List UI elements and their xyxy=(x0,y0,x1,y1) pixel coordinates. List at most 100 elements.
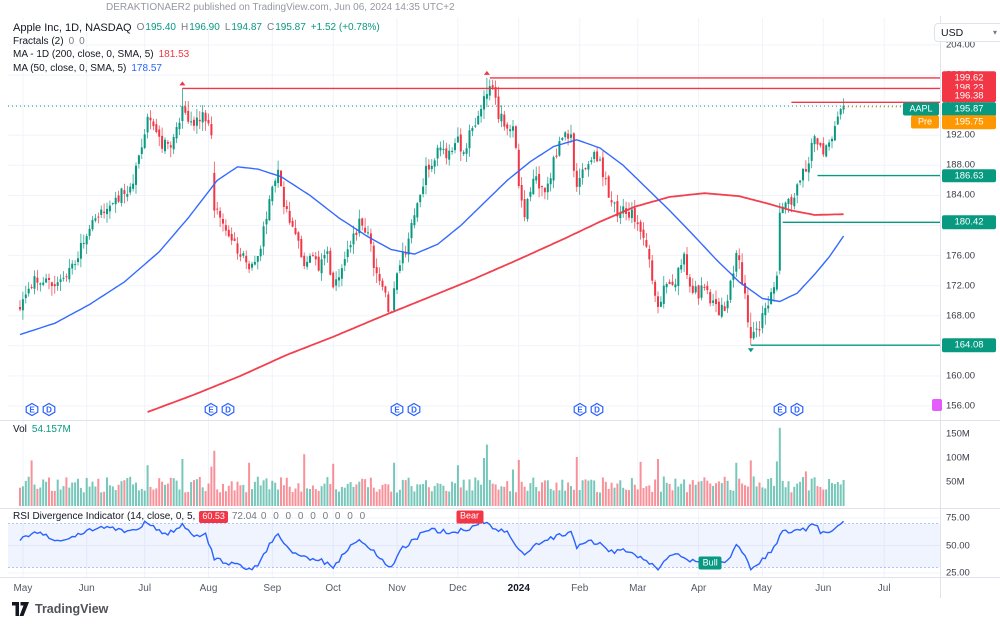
svg-text:E: E xyxy=(209,405,215,414)
price-tick: 160.00 xyxy=(946,370,976,382)
attribution-text: DERAKTIONAER2 published on TradingView.c… xyxy=(106,2,455,13)
event-earnings-badge[interactable]: E xyxy=(773,402,787,417)
svg-text:D: D xyxy=(46,405,52,414)
price-label-196.38: 196.38 xyxy=(942,89,996,103)
low-value: 194.87 xyxy=(231,22,262,34)
price-axis[interactable] xyxy=(941,16,1000,598)
rsi-tick: 50.00 xyxy=(946,539,970,551)
divergence-marker-bull: Bull xyxy=(698,556,722,570)
price-tick: 176.00 xyxy=(946,249,976,261)
svg-text:D: D xyxy=(794,405,800,414)
fractals-value-2: 0 xyxy=(79,35,85,47)
time-label-sep: Sep xyxy=(263,583,282,594)
event-earnings-badge[interactable]: E xyxy=(25,402,39,417)
rsi-signal-values: 0 0 0 0 0 0 0 0 0 xyxy=(260,511,368,523)
price-tick: 188.00 xyxy=(946,159,976,171)
event-earnings-badge[interactable]: E xyxy=(573,402,587,417)
event-dividend-badge[interactable]: D xyxy=(42,402,56,417)
svg-text:E: E xyxy=(394,405,400,414)
time-label-mar: Mar xyxy=(629,583,647,594)
high-label: H xyxy=(180,22,189,34)
fractals-value-1: 0 xyxy=(68,35,75,47)
price-label-186.63: 186.63 xyxy=(942,168,996,183)
time-label-jul: Jul xyxy=(138,583,152,594)
ticker-label-pre: Pre xyxy=(911,115,939,129)
svg-text:E: E xyxy=(777,405,783,414)
time-label-jul: Jul xyxy=(877,583,891,594)
volume-legend[interactable]: Vol 54.157M xyxy=(13,424,71,435)
time-label-2024: 2024 xyxy=(507,583,530,594)
high-value: 196.90 xyxy=(189,22,220,34)
price-label-195.75: 195.75 xyxy=(942,115,996,129)
event-dividend-badge[interactable]: D xyxy=(790,402,804,417)
event-earnings-badge[interactable]: E xyxy=(204,402,218,417)
legend-symbol-row[interactable]: Apple Inc, 1D, NASDAQ O 195.40 H 196.90 … xyxy=(13,21,380,35)
volume-tick: 50M xyxy=(946,476,965,488)
price-tick: 168.00 xyxy=(946,309,976,321)
price-tick: 204.00 xyxy=(946,39,976,51)
event-dividend-badge[interactable]: D xyxy=(407,402,421,417)
time-label-may: May xyxy=(752,583,772,594)
tradingview-logo-text: TradingView xyxy=(35,602,109,616)
divergence-marker-bear: Bear xyxy=(455,510,484,524)
symbol-title: Apple Inc, 1D, NASDAQ xyxy=(13,21,132,34)
currency-label: USD xyxy=(941,26,964,39)
volume-label: Vol xyxy=(13,424,27,435)
svg-text:E: E xyxy=(29,405,35,414)
rsi-alert-chip: 60.53 xyxy=(199,511,228,523)
svg-text:D: D xyxy=(226,405,232,414)
ma50-indicator-name: MA (50, close, 0, SMA, 5) xyxy=(13,62,127,74)
ma50-value: 178.57 xyxy=(131,62,162,74)
event-dividend-badge[interactable]: D xyxy=(221,402,235,417)
volume-tick: 100M xyxy=(946,452,970,464)
ma200-indicator-name: MA - 1D (200, close, 0, SMA, 5) xyxy=(13,49,154,61)
price-label-164.08: 164.08 xyxy=(942,338,996,352)
time-label-nov: Nov xyxy=(388,583,406,594)
legend-indicator-ma200[interactable]: MA - 1D (200, close, 0, SMA, 5) 181.53 xyxy=(13,48,380,62)
close-label: C xyxy=(266,22,275,34)
legend-indicator-ma50[interactable]: MA (50, close, 0, SMA, 5) 178.57 xyxy=(13,62,380,76)
tradingview-logo-icon xyxy=(12,602,29,616)
event-earnings-badge[interactable]: E xyxy=(390,402,404,417)
price-tick: 184.00 xyxy=(946,189,976,201)
volume-value: 54.157M xyxy=(31,424,71,435)
time-label-jun: Jun xyxy=(78,583,95,594)
price-label-180.42: 180.42 xyxy=(942,215,996,230)
caret-down-icon: ▾ xyxy=(992,28,997,37)
change-value: +1.52 (+0.78%) xyxy=(310,22,380,34)
svg-text:D: D xyxy=(594,405,600,414)
price-tick: 192.00 xyxy=(946,129,976,141)
ma200-value: 181.53 xyxy=(158,49,190,61)
rsi-indicator-name: RSI Divergence Indicator (14, close, 0, … xyxy=(13,511,196,523)
price-tick: 156.00 xyxy=(946,400,976,412)
ticker-label-aapl: AAPL xyxy=(903,102,939,116)
time-label-apr: Apr xyxy=(690,583,707,594)
fractals-indicator-name: Fractals (2) xyxy=(13,35,64,47)
price-label-195.87: 195.87 xyxy=(942,102,996,116)
time-label-jun: Jun xyxy=(815,583,832,594)
rsi-tick: 75.00 xyxy=(946,512,970,524)
time-label-may: May xyxy=(13,583,33,594)
legend-indicator-fractals[interactable]: Fractals (2) 0 0 xyxy=(13,35,380,49)
event-dividend-badge[interactable]: D xyxy=(590,402,604,417)
time-axis[interactable] xyxy=(0,578,940,598)
close-value: 195.87 xyxy=(275,22,306,34)
rsi-tick: 25.00 xyxy=(946,567,970,579)
time-label-feb: Feb xyxy=(571,583,589,594)
low-label: L xyxy=(224,22,231,34)
tradingview-logo[interactable]: TradingView xyxy=(12,602,108,616)
time-label-oct: Oct xyxy=(325,583,341,594)
magenta-marker xyxy=(932,399,942,411)
rsi-legend[interactable]: RSI Divergence Indicator (14, close, 0, … xyxy=(13,511,367,523)
currency-selector[interactable]: USD ▾ xyxy=(934,23,1000,42)
svg-text:E: E xyxy=(577,405,583,414)
chart-legend: Apple Inc, 1D, NASDAQ O 195.40 H 196.90 … xyxy=(13,21,380,75)
svg-text:D: D xyxy=(411,405,417,414)
open-value: 195.40 xyxy=(145,22,176,34)
